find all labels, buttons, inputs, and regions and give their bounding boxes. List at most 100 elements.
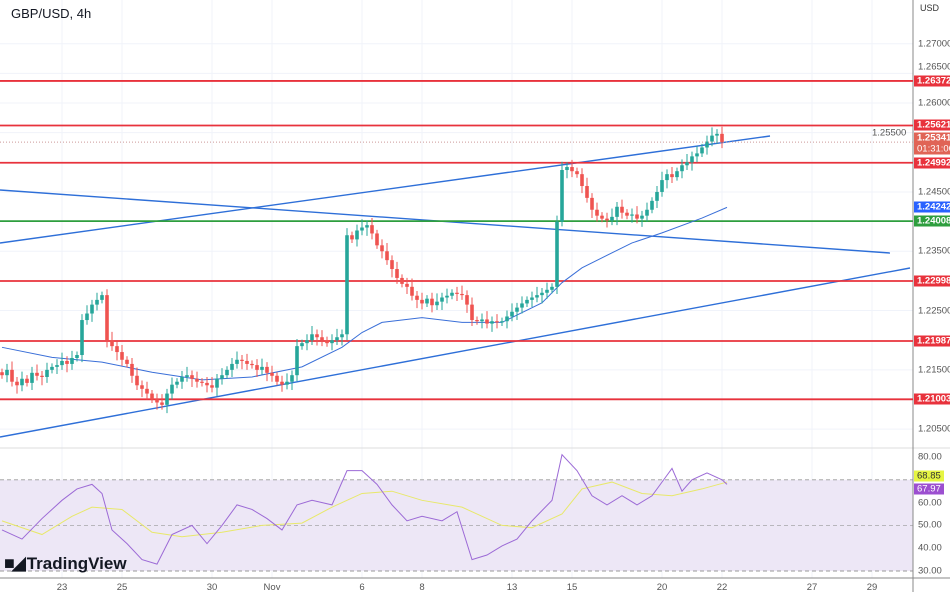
candle [110,331,114,351]
price-axis-tick: 1.21500 [918,364,950,376]
candle [245,353,249,370]
candle [300,339,304,350]
candle-body [590,197,594,210]
candle [420,292,424,310]
level-price-tag: 1.24008 [914,215,950,227]
candle [435,293,439,310]
level-price-tag: 1.26372 [914,75,950,87]
candle [700,143,704,157]
candle [440,292,444,310]
candle-body [285,381,289,385]
candle-body [500,321,504,323]
candle [200,378,204,387]
candle-body [295,346,299,376]
candle-body [495,321,499,323]
candle [455,286,459,302]
candle [310,325,314,345]
candle-body [275,375,279,382]
candle [125,356,129,368]
candle [545,282,549,299]
candle-body [345,235,349,335]
candle [285,373,289,390]
candle-body [270,372,274,376]
candle-body [215,378,219,388]
candle-body [550,286,554,290]
tradingview-logo-text: TradingView [26,553,127,573]
candle-body [650,200,654,210]
candle [450,289,454,300]
candle-body [185,375,189,377]
price-axis-tick: 1.26000 [918,97,950,109]
candle-body [430,298,434,306]
candle [605,212,609,228]
candle [185,366,189,382]
candle [340,329,344,346]
candle-body [190,375,194,379]
candle [485,311,489,329]
level-price-tag: 1.21987 [914,335,950,347]
candle-body [175,381,179,385]
candle-body [225,369,229,376]
candle [330,334,334,351]
candle-body [435,301,439,306]
candle [325,336,329,347]
candle-body [440,297,444,302]
candle [475,316,479,325]
candle-body [475,320,479,322]
candle-body [605,218,609,221]
candle [640,210,644,227]
candle [155,393,159,410]
rsi-axis-tick: 30.00 [918,565,942,577]
candle-body [470,304,474,321]
candle-body [665,174,669,181]
candle [215,374,219,396]
candle [70,350,74,370]
candle [430,292,434,313]
candle [250,360,254,369]
candle-body [110,340,114,347]
candle-body [250,363,254,366]
candle [620,199,624,219]
candle [380,239,384,259]
candle [265,362,269,382]
candle [0,368,4,379]
time-axis-tick: 30 [206,582,218,592]
currency-selector[interactable]: USD [920,3,940,13]
candle-body [30,372,34,383]
price-axis-tick: 1.23500 [918,245,950,257]
candle [630,208,634,223]
candle [390,255,394,278]
candle-body [365,225,369,228]
price-axis-tick: 1.27000 [918,38,950,50]
candle-body [510,311,514,317]
candle [225,366,229,379]
candle-body [55,365,59,367]
candle-body [555,221,559,287]
candle-body [465,295,469,305]
candle [645,202,649,222]
candle [510,303,514,322]
candle-body [10,369,14,382]
candle-body [130,363,134,376]
candle [260,358,264,375]
time-axis-tick: 13 [506,582,518,592]
candle [40,371,44,386]
candle-body [40,375,44,377]
candle [240,355,244,370]
candle [360,219,364,236]
candle-body [620,206,624,213]
candle [715,129,719,144]
candle-body [160,402,164,405]
candle-body [25,378,29,383]
candle [270,365,274,382]
candle [690,151,694,171]
candle [520,296,524,314]
candle [210,376,214,393]
candle [625,209,629,220]
symbol-title[interactable]: GBP/USD, 4h [11,6,92,21]
candle [235,351,239,369]
candle-body [595,209,599,216]
candle [280,375,284,392]
candle-body [15,381,19,386]
